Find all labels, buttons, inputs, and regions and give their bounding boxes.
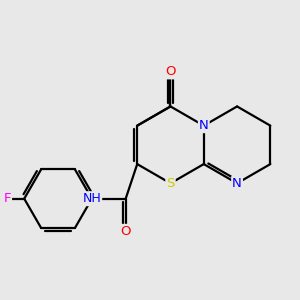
Text: F: F [4, 192, 11, 205]
Text: O: O [120, 225, 131, 238]
Text: O: O [165, 65, 176, 78]
Text: S: S [166, 177, 175, 190]
Text: N: N [199, 119, 209, 132]
Text: N: N [232, 177, 242, 190]
Text: NH: NH [82, 192, 101, 205]
